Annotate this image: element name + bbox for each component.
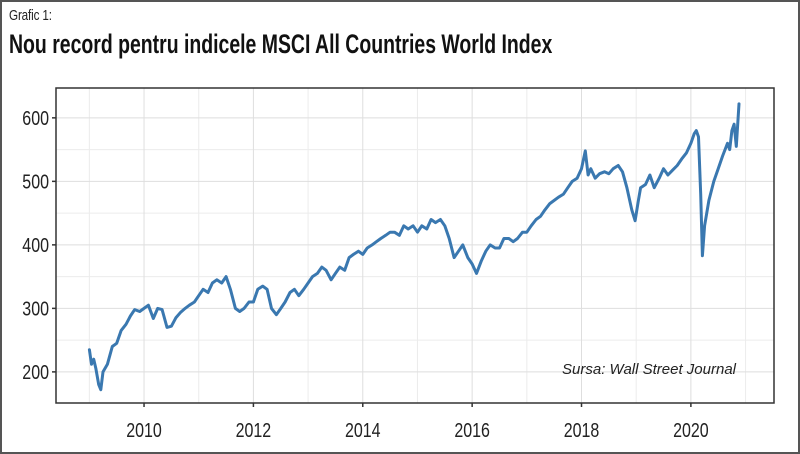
y-tick-label: 400 (22, 234, 49, 256)
plot-panel (55, 87, 775, 404)
series-line-msci-acwi (87, 102, 741, 392)
x-tick-label: 2016 (454, 419, 490, 441)
chart-subtitle: Grafic 1: (9, 7, 52, 24)
axis-ticks: 2010 2012 2014 2016 2018 2020 200 300 400 500 600 (22, 107, 708, 441)
x-tick-label: 2010 (126, 419, 162, 441)
x-tick-label: 2012 (236, 419, 272, 441)
x-tick-label: 2014 (345, 419, 381, 441)
y-tick-label: 600 (22, 107, 49, 129)
y-tick-label: 300 (22, 298, 49, 320)
x-tick-label: 2018 (564, 419, 600, 441)
source-annotation: Sursa: Wall Street Journal (562, 361, 737, 378)
x-tick-label: 2020 (673, 419, 709, 441)
y-tick-label: 500 (22, 171, 49, 193)
grid (56, 88, 774, 403)
y-tick-label: 200 (22, 361, 49, 383)
chart-title: Nou record pentru indicele MSCI All Coun… (9, 29, 553, 59)
